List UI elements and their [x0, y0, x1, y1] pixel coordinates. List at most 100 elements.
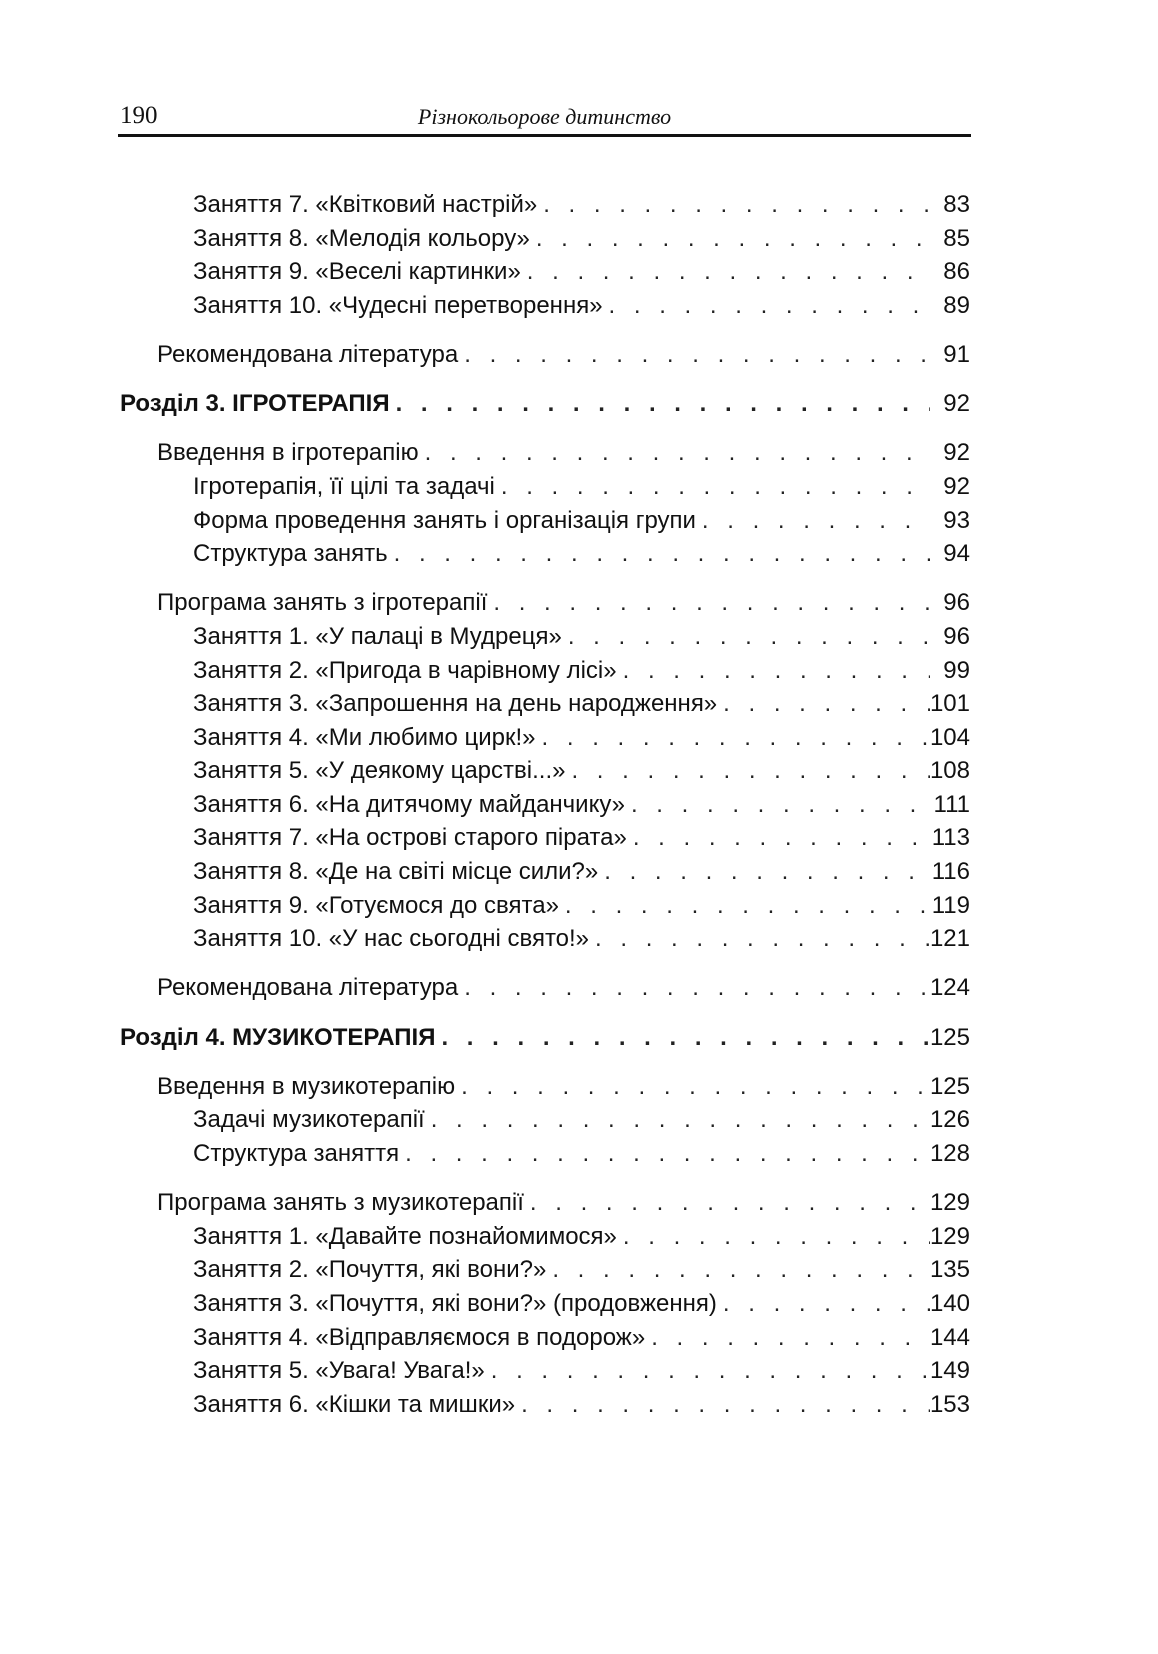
toc-entry-title: Заняття 3. «Запрошення на день народженн…	[193, 690, 718, 718]
dot-leader	[495, 470, 930, 504]
toc-entry-title: Заняття 2. «Пригода в чарівному лісі»	[193, 656, 617, 684]
toc-entry-title: Заняття 7. «Квітковий настрій»	[193, 191, 538, 218]
toc-entry-title: Заняття 10. «У нас сьогодні свято!»	[193, 925, 590, 953]
toc-subsection: Заняття 8. «Де на світі місце сили?» 116	[120, 855, 970, 889]
toc-entry-title: Заняття 8. «Мелодія кольору»	[193, 224, 530, 252]
dot-leader	[625, 788, 930, 822]
toc-entry-title: Розділ 4. МУЗИКОТЕРАПІЯ	[120, 1023, 436, 1051]
toc-entry-title: Рекомендована література	[157, 974, 459, 1002]
toc-entry-page: 83	[943, 191, 970, 218]
dot-leader	[559, 889, 930, 923]
toc-subsection: Структура занять 94	[120, 537, 970, 571]
toc-subsection: Структура заняття 128	[120, 1137, 970, 1171]
dot-leader	[696, 504, 930, 538]
toc-entry-page: 129	[929, 1189, 970, 1217]
toc-subsection: Заняття 3. «Запрошення на день народженн…	[120, 687, 970, 721]
dot-leader	[717, 687, 930, 721]
toc-entry-page: 125	[929, 1072, 970, 1100]
toc-entry-page: 149	[929, 1357, 970, 1385]
toc-entry-title: Ігротерапія, її цілі та задачі	[193, 472, 495, 500]
toc-entry-page: 92	[943, 439, 970, 467]
toc-section: Рекомендована література 124	[120, 971, 970, 1005]
toc-entry-page: 91	[943, 340, 970, 368]
toc-subsection: Ігротерапія, її цілі та задачі 92	[120, 470, 970, 504]
toc-entry-page: 135	[929, 1256, 970, 1284]
dot-leader	[435, 1021, 929, 1055]
dot-leader	[546, 1253, 930, 1287]
toc-entry-page: 129	[929, 1222, 970, 1250]
toc-entry-title: Заняття 3. «Почуття, які вони?» (продовж…	[193, 1289, 717, 1317]
toc-entry-page: 104	[929, 723, 970, 751]
toc-subsection: Заняття 7. «Квітковий настрій» 83	[120, 188, 970, 222]
toc-entry-page: 93	[943, 506, 970, 534]
toc-entry-title: Заняття 2. «Почуття, які вони?»	[193, 1256, 547, 1284]
toc-chapter: Розділ 4. МУЗИКОТЕРАПІЯ 125	[120, 1021, 970, 1055]
toc-entry-title: Введення в ігротерапію	[157, 439, 419, 467]
toc-entry-title: Задачі музикотерапії	[193, 1106, 425, 1134]
toc-entry-page: 153	[929, 1390, 970, 1418]
toc-entry-title: Заняття 9. «Готуємося до свята»	[193, 891, 559, 919]
toc-entry-page: 108	[929, 757, 970, 785]
toc-entry-page: 125	[929, 1023, 970, 1051]
toc-subsection: Заняття 4. «Відправляємося в подорож» 144	[120, 1321, 970, 1355]
dot-leader	[524, 1186, 930, 1220]
toc-entry-page: 111	[933, 790, 970, 818]
toc-entry-title: Введення в музикотерапію	[157, 1072, 456, 1100]
toc-section: Програма занять з музикотерапії 129	[120, 1186, 970, 1220]
toc-section: Введення в ігротерапію 92	[120, 436, 970, 470]
toc-entry-page: 121	[929, 925, 970, 953]
toc-section: Введення в музикотерапію 125	[120, 1070, 970, 1104]
toc-subsection: Заняття 1. «У палаці в Мудреця» 96	[120, 620, 970, 654]
dot-leader	[617, 654, 930, 688]
toc-entry-title: Заняття 8. «Де на світі місце сили?»	[193, 858, 599, 886]
toc-entry-title: Форма проведення занять і організація гр…	[193, 506, 696, 534]
dot-leader	[419, 436, 930, 470]
toc-subsection: Заняття 2. «Почуття, які вони?» 135	[120, 1253, 970, 1287]
toc-chapter: Розділ 3. ІГРОТЕРАПІЯ 92	[120, 387, 970, 421]
dot-leader	[536, 721, 930, 755]
dot-leader	[399, 1137, 930, 1171]
page-number: 190	[120, 102, 158, 129]
toc-entry-page: 124	[929, 974, 970, 1002]
toc-entry-page: 126	[929, 1106, 970, 1134]
toc-entry-title: Заняття 4. «Відправляємося в подорож»	[193, 1323, 646, 1351]
toc-section: Програма занять з ігротерапії 96	[120, 586, 970, 620]
toc-entry-page: 96	[943, 589, 970, 617]
dot-leader	[537, 188, 930, 222]
dot-leader	[455, 1070, 930, 1104]
toc-subsection: Заняття 9. «Веселі картинки» 86	[120, 255, 970, 289]
dot-leader	[390, 387, 930, 421]
page-header: 190 Різнокольорове дитинство	[118, 100, 971, 137]
toc-entry-title: Програма занять з ігротерапії	[157, 589, 488, 617]
toc-entry-title: Структура заняття	[193, 1140, 400, 1167]
toc-subsection: Заняття 7. «На острові старого пірата» 11…	[120, 821, 970, 855]
toc-subsection: Заняття 5. «Увага! Увага!» 149	[120, 1354, 970, 1388]
toc-entry-page: 119	[931, 891, 970, 919]
toc-entry-title: Заняття 10. «Чудесні перетворення»	[193, 291, 603, 319]
toc-entry-title: Рекомендована література	[157, 340, 459, 368]
toc-entry-page: 101	[929, 690, 970, 718]
toc-subsection: Форма проведення занять і організація гр…	[120, 504, 970, 538]
toc-entry-title: Розділ 3. ІГРОТЕРАПІЯ	[120, 390, 390, 418]
toc-entry-page: 89	[943, 291, 970, 319]
toc-entry-page: 144	[929, 1323, 970, 1351]
toc-entry-title: Заняття 6. «Кішки та мишки»	[193, 1390, 516, 1418]
toc-subsection: Заняття 5. «У деякому царстві...» 108	[120, 754, 970, 788]
toc-entry-page: 113	[931, 824, 970, 852]
dot-leader	[515, 1388, 930, 1422]
toc-entry-title: Заняття 1. «Давайте познайомимося»	[193, 1222, 617, 1250]
toc-subsection: Заняття 6. «На дитячому майданчику» 111	[120, 788, 970, 822]
dot-leader	[717, 1287, 930, 1321]
toc-entry-page: 85	[943, 224, 970, 252]
dot-leader	[565, 754, 929, 788]
toc-entry-title: Заняття 7. «На острові старого пірата»	[193, 824, 627, 852]
running-title: Різнокольорове дитинство	[417, 104, 672, 129]
dot-leader	[458, 338, 930, 372]
toc-entry-title: Заняття 9. «Веселі картинки»	[193, 258, 521, 286]
dot-leader	[562, 620, 930, 654]
toc-entry-page: 128	[929, 1140, 970, 1167]
toc-entry-title: Заняття 4. «Ми любимо цирк!»	[193, 723, 536, 751]
toc-subsection: Заняття 4. «Ми любимо цирк!» 104	[120, 721, 970, 755]
dot-leader	[598, 855, 930, 889]
dot-leader	[458, 971, 930, 1005]
